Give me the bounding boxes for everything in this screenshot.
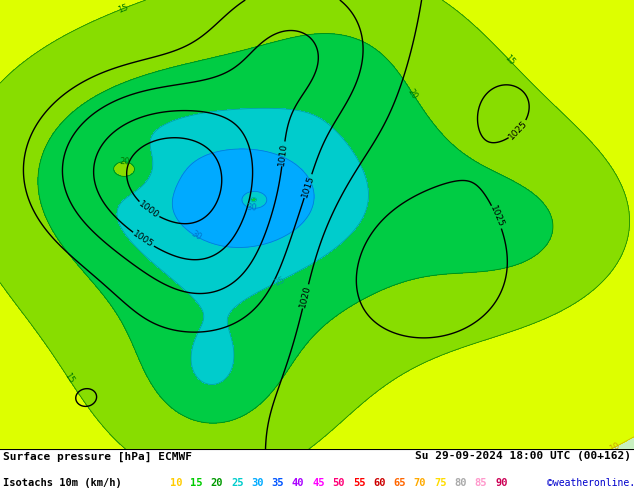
Text: 30: 30 bbox=[189, 229, 202, 243]
Text: ©weatheronline.co.uk: ©weatheronline.co.uk bbox=[547, 478, 634, 488]
Text: 15: 15 bbox=[62, 371, 75, 385]
Text: Surface pressure [hPa] ECMWF: Surface pressure [hPa] ECMWF bbox=[3, 451, 192, 462]
Text: 1025: 1025 bbox=[507, 119, 529, 141]
Text: 70: 70 bbox=[414, 478, 426, 488]
Text: 20: 20 bbox=[210, 478, 223, 488]
Text: 20: 20 bbox=[406, 87, 419, 100]
Text: 1010: 1010 bbox=[278, 142, 289, 166]
Text: 30: 30 bbox=[246, 203, 257, 213]
Text: 15: 15 bbox=[190, 478, 203, 488]
Text: 1000: 1000 bbox=[137, 199, 160, 220]
Text: 50: 50 bbox=[332, 478, 345, 488]
Text: 10: 10 bbox=[608, 441, 622, 453]
Text: 1015: 1015 bbox=[300, 174, 316, 198]
Text: Isotachs 10m (km/h): Isotachs 10m (km/h) bbox=[3, 478, 134, 488]
Text: 35: 35 bbox=[271, 478, 284, 488]
Text: 60: 60 bbox=[373, 478, 385, 488]
Text: 1025: 1025 bbox=[488, 205, 505, 229]
Text: 10: 10 bbox=[170, 478, 183, 488]
Text: 65: 65 bbox=[394, 478, 406, 488]
Text: 90: 90 bbox=[495, 478, 508, 488]
Text: 25: 25 bbox=[231, 478, 243, 488]
Text: 45: 45 bbox=[312, 478, 325, 488]
Text: 15: 15 bbox=[117, 2, 130, 15]
Text: 1020: 1020 bbox=[299, 284, 313, 309]
Text: 1005: 1005 bbox=[131, 229, 155, 249]
Text: 25: 25 bbox=[273, 274, 286, 287]
Text: 75: 75 bbox=[434, 478, 446, 488]
Text: Su 29-09-2024 18:00 UTC (00+162): Su 29-09-2024 18:00 UTC (00+162) bbox=[415, 451, 631, 462]
Text: 80: 80 bbox=[455, 478, 467, 488]
Text: 20: 20 bbox=[119, 157, 130, 167]
Text: 15: 15 bbox=[503, 53, 517, 67]
Text: 30: 30 bbox=[251, 478, 264, 488]
Text: 85: 85 bbox=[475, 478, 488, 488]
Text: 55: 55 bbox=[353, 478, 365, 488]
Text: 40: 40 bbox=[292, 478, 304, 488]
